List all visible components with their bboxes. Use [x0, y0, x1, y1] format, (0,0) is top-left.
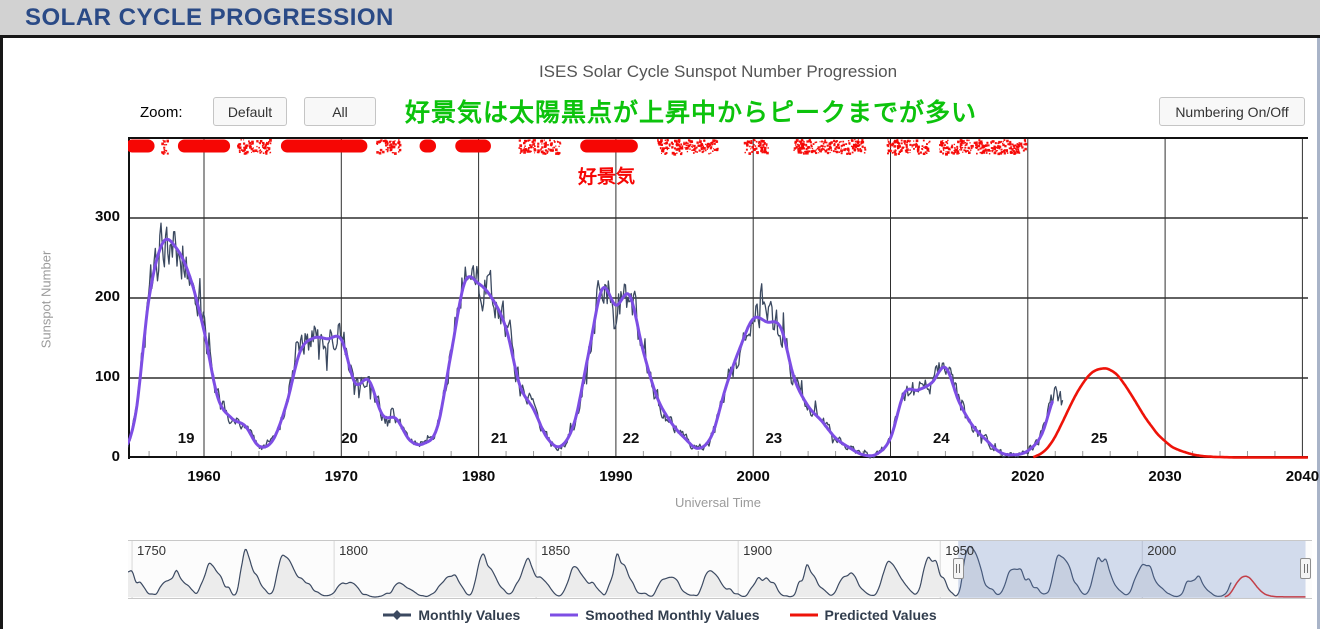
x-tick-label: 2020	[1011, 468, 1045, 485]
zoom-label: Zoom:	[140, 104, 183, 121]
x-tick-label: 1970	[324, 468, 358, 485]
nav-predicted	[1224, 575, 1306, 598]
x-tick-label: 2040	[1285, 468, 1320, 485]
legend-label: Predicted Values	[824, 607, 937, 623]
legend-marker	[550, 613, 579, 617]
nav-year-label: 1750	[137, 543, 166, 558]
legend-item-monthly-values[interactable]: Monthly Values	[383, 607, 520, 623]
legend-item-predicted-values[interactable]: Predicted Values	[789, 607, 937, 623]
cycle-number-label: 23	[765, 430, 782, 447]
cycle-number-label: 21	[491, 430, 508, 447]
x-tick-label: 1960	[187, 468, 221, 485]
legend-label: Smoothed Monthly Values	[585, 607, 760, 623]
economy-mark-speckle	[939, 139, 1028, 156]
nav-handle-right[interactable]	[1300, 558, 1312, 579]
page-header: SOLAR CYCLE PROGRESSION	[0, 0, 1320, 38]
economy-mark-solid	[177, 139, 231, 153]
y-tick-label: 100	[94, 368, 120, 385]
nav-series	[127, 545, 1232, 598]
x-tick-label: 1980	[461, 468, 496, 485]
page-title: SOLAR CYCLE PROGRESSION	[25, 4, 394, 31]
y-tick-label: 300	[94, 208, 120, 225]
economy-mark-solid	[580, 139, 638, 153]
cycle-number-label: 25	[1091, 430, 1108, 447]
legend-item-smoothed-monthly-values[interactable]: Smoothed Monthly Values	[550, 607, 760, 623]
legend-label: Monthly Values	[418, 607, 521, 623]
cycle-number-label: 19	[178, 430, 195, 447]
economy-mark-speckle	[657, 139, 719, 156]
economy-mark-speckle	[518, 139, 562, 156]
legend: Monthly Values Smoothed Monthly Values Pre…	[0, 607, 1320, 623]
legend-marker	[383, 610, 412, 620]
nav-year-label: 1900	[743, 543, 773, 558]
cycle-number-label: 24	[933, 430, 950, 447]
economy-mark-speckle	[161, 139, 169, 155]
numbering-toggle-button[interactable]: Numbering On/Off	[1159, 97, 1305, 126]
zoom-all-button[interactable]: All	[304, 97, 376, 126]
legend-marker	[789, 613, 818, 617]
x-tick-label: 1990	[599, 468, 633, 485]
economy-mark-speckle	[886, 139, 931, 156]
green-annotation: 好景気は太陽黒点が上昇中からピークまでが多い	[405, 99, 978, 127]
nav-year-label: 1950	[945, 543, 975, 558]
smoothed-series	[128, 237, 1054, 458]
x-tick-label: 2000	[736, 468, 770, 485]
chart-frame	[0, 38, 1320, 629]
nav-selection[interactable]	[958, 541, 1306, 598]
y-tick-label: 0	[111, 448, 120, 465]
nav-year-label: 1800	[339, 543, 368, 558]
navigator[interactable]	[127, 540, 1312, 599]
economy-mark-speckle	[237, 139, 272, 155]
economy-mark-speckle	[793, 139, 867, 155]
navigator-plot	[127, 541, 1306, 598]
zoom-default-button[interactable]: Default	[213, 97, 287, 126]
nav-handle-left[interactable]	[952, 558, 964, 579]
predicted-series	[1032, 367, 1308, 459]
economy-mark-speckle	[743, 139, 769, 155]
cycle-number-label: 22	[623, 430, 640, 447]
cycle-number-label: 20	[341, 430, 358, 447]
economy-mark-solid	[280, 139, 368, 153]
x-tick-label: 2010	[873, 468, 908, 485]
y-axis-title: Sunspot Number	[38, 250, 54, 349]
main-chart-plot[interactable]: 19 20 21 22 23 24 25	[128, 137, 1308, 459]
economy-mark-solid	[455, 139, 491, 153]
economy-mark-solid	[128, 139, 155, 153]
nav-year-label: 1850	[541, 543, 571, 558]
economy-mark-speckle	[376, 139, 402, 155]
monthly-series	[128, 222, 1064, 459]
chart-title: ISES Solar Cycle Sunspot Number Progress…	[538, 62, 898, 81]
x-axis-title: Universal Time	[675, 495, 761, 510]
x-tick-label: 2030	[1148, 468, 1182, 485]
nav-year-label: 2000	[1147, 543, 1177, 558]
y-tick-label: 200	[94, 288, 120, 305]
economy-mark-solid	[419, 139, 437, 153]
